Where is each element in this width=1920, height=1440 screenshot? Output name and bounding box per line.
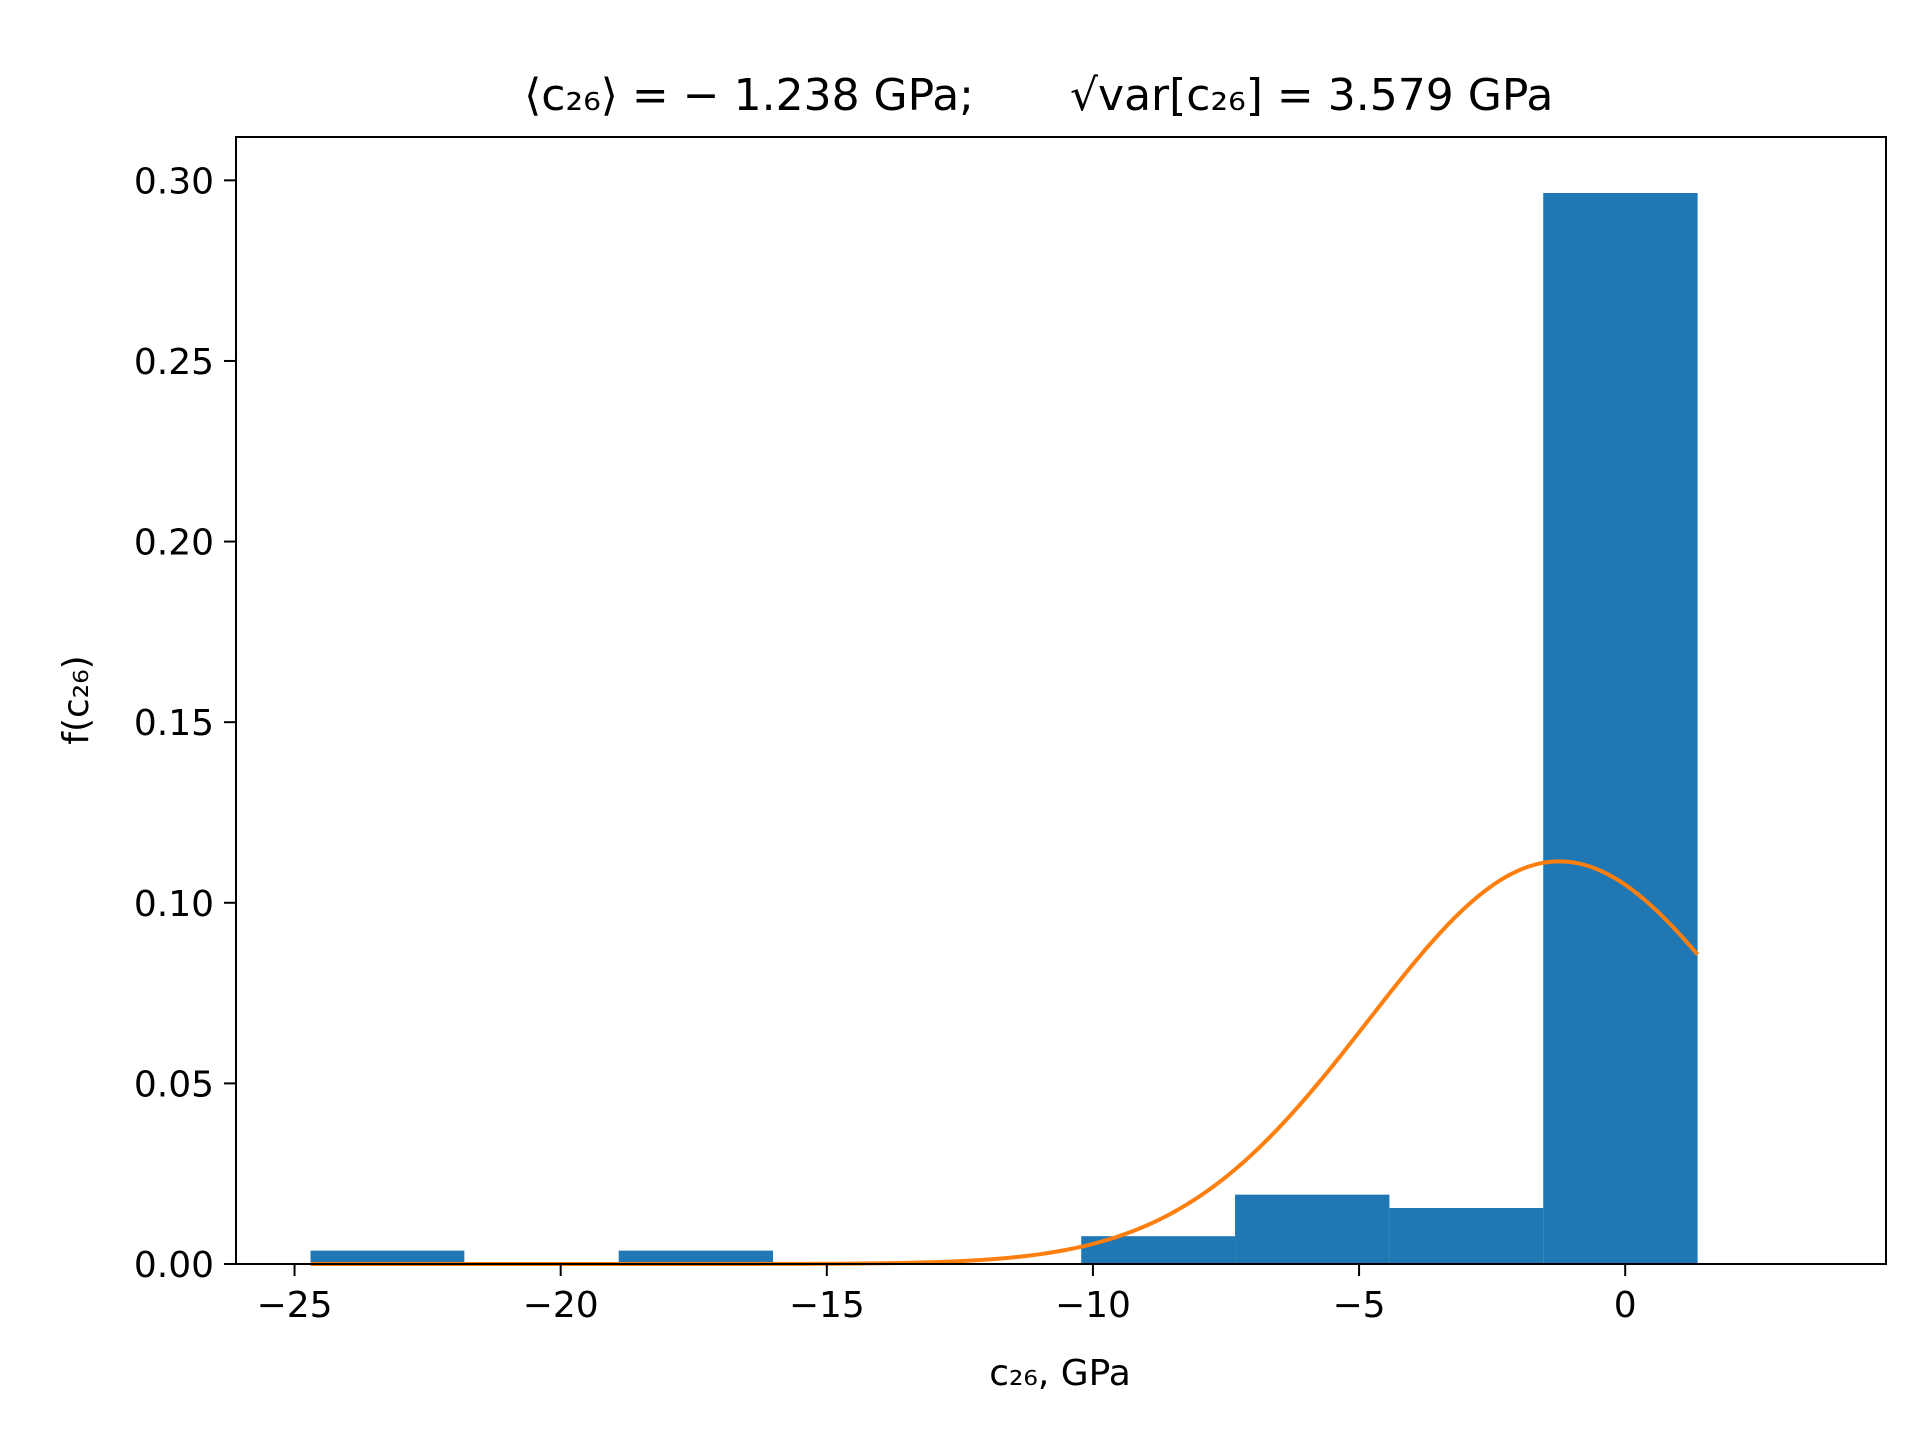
histogram-bar-2 <box>618 1250 774 1264</box>
x-axis-ticks: −25 −20 −15 −10 −5 0 <box>257 1264 1637 1326</box>
x-tick-label: −5 <box>1333 1285 1386 1326</box>
y-tick-label: 0.20 <box>134 523 214 564</box>
x-tick-label: −20 <box>523 1285 599 1326</box>
x-tick-label: −15 <box>789 1285 865 1326</box>
histogram-bars <box>310 192 1698 1265</box>
histogram-bar-8 <box>1543 192 1698 1265</box>
density-curve <box>310 859 1700 1266</box>
x-tick-label: −10 <box>1055 1285 1131 1326</box>
chart-title: ⟨c₂₆⟩ = − 1.238 GPa; √var[c₂₆] = 3.579 G… <box>524 70 1553 121</box>
title-mean-text: ⟨c₂₆⟩ = − 1.238 GPa; <box>524 70 974 121</box>
y-axis-ticks: 0.00 0.05 0.10 0.15 0.20 0.25 0.30 <box>134 161 236 1286</box>
x-tick-label: 0 <box>1614 1285 1637 1326</box>
density-curve-layer <box>310 859 1700 1266</box>
histogram-bar-0 <box>310 1250 465 1264</box>
histogram-bar-7 <box>1389 1208 1544 1264</box>
title-std-text: √var[c₂₆] = 3.579 GPa <box>1070 70 1553 121</box>
y-tick-label: 0.25 <box>134 342 214 383</box>
y-tick-label: 0.10 <box>134 884 214 925</box>
x-axis-label: c₂₆, GPa <box>989 1353 1131 1394</box>
y-tick-label: 0.05 <box>134 1064 214 1105</box>
y-tick-label: 0.30 <box>134 161 214 202</box>
x-tick-label: −25 <box>257 1285 333 1326</box>
y-tick-label: 0.00 <box>134 1245 214 1286</box>
histogram-bar-6 <box>1235 1194 1390 1264</box>
plot-area-frame <box>235 136 1887 1265</box>
y-tick-label: 0.15 <box>134 703 214 744</box>
y-axis-label: f(c₂₆) <box>56 655 97 744</box>
